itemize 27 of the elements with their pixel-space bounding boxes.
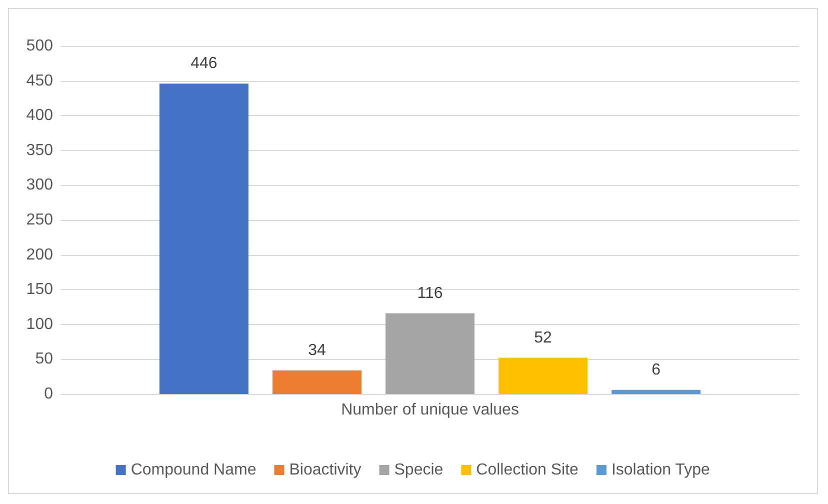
x-tick-label: Number of unique values — [341, 402, 519, 418]
y-tick-label: 250 — [26, 212, 54, 228]
y-tick-label: 500 — [26, 38, 54, 54]
bar — [386, 313, 474, 394]
legend-label: Collection Site — [476, 462, 579, 478]
legend-label: Isolation Type — [611, 462, 710, 478]
y-tick-label: 400 — [26, 107, 54, 124]
data-label: 34 — [308, 342, 326, 359]
bar — [159, 84, 248, 394]
y-tick-label: 450 — [26, 72, 54, 90]
y-tick-label: 350 — [26, 142, 54, 159]
data-label: 446 — [190, 55, 218, 72]
y-tick-label: 150 — [26, 281, 54, 298]
bar — [498, 358, 588, 394]
data-label: 116 — [417, 284, 443, 302]
y-tick-label: 100 — [26, 316, 54, 333]
legend-label: Compound Name — [130, 462, 256, 478]
data-label: 6 — [652, 361, 661, 378]
legend-label: Bioactivity — [289, 462, 362, 478]
bar — [272, 370, 362, 394]
y-tick-label: 300 — [26, 176, 54, 194]
y-tick-label: 200 — [26, 246, 54, 264]
data-label: 52 — [534, 329, 552, 346]
y-tick-label: 0 — [44, 386, 54, 402]
legend-label: Specie — [394, 462, 444, 478]
y-tick-label: 50 — [35, 350, 54, 368]
bar — [612, 390, 701, 394]
